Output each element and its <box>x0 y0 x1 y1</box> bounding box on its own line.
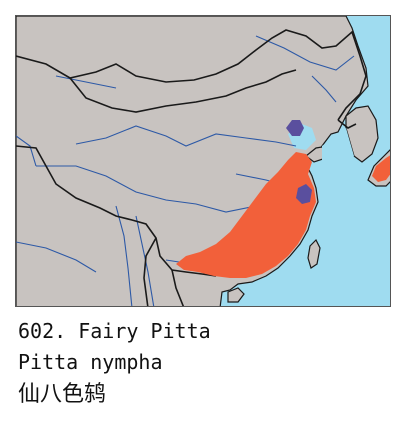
borders <box>16 29 367 306</box>
border-laos-vietnam <box>171 269 185 306</box>
river-lake <box>55 75 117 89</box>
range-map <box>15 15 391 307</box>
border-china-west <box>16 145 217 277</box>
caption-species-number-name: 602. Fairy Pitta <box>18 319 211 343</box>
river-songhua <box>311 75 337 103</box>
range-patch-coast <box>296 184 312 204</box>
river-ganges <box>16 241 97 273</box>
border-indochina <box>143 237 157 306</box>
river-amur <box>255 35 355 71</box>
sea-yellow <box>322 128 354 172</box>
border-mongolia-south <box>69 69 297 113</box>
land-taiwan <box>307 238 321 269</box>
land-hainan <box>227 287 245 303</box>
river-indus <box>16 135 37 167</box>
map-svg <box>16 16 390 306</box>
range-breeding <box>176 152 316 278</box>
range-patch-north <box>286 120 304 136</box>
caption-chinese-name: 仙八色鸫 <box>18 382 107 407</box>
river-mekong <box>135 215 155 306</box>
caption-scientific-name: Pitta nympha <box>18 350 163 374</box>
range-japan <box>372 155 390 182</box>
river-yellow <box>75 125 297 147</box>
border-china-north <box>16 29 367 121</box>
river-salween <box>115 205 133 306</box>
border-korea <box>337 119 357 129</box>
